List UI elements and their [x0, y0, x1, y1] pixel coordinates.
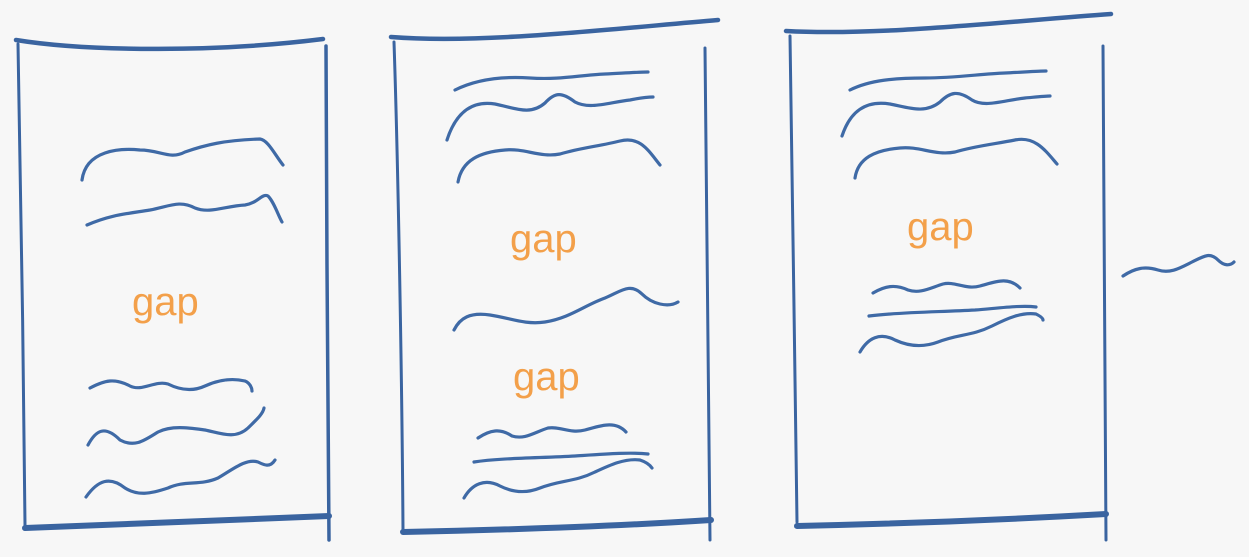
page-frame-2-right — [703, 46, 712, 542]
text-line-scribble — [858, 312, 1045, 354]
text-line-scribble — [840, 91, 1052, 138]
page-frame-1-right — [324, 44, 331, 542]
page-sketch-2: gap gap — [388, 17, 721, 542]
page-frame-3 — [783, 11, 1114, 35]
text-line-scribble — [472, 451, 650, 464]
text-line-scribble — [86, 406, 266, 447]
gap-label: gap — [907, 205, 974, 249]
page-sketch-3: gap — [783, 11, 1114, 542]
page-frame-1-left — [16, 42, 27, 527]
page-frame-2 — [388, 17, 721, 42]
gap-label: gap — [132, 280, 199, 324]
text-line-scribble — [85, 193, 284, 227]
text-line-scribble — [445, 93, 655, 142]
text-line-scribble — [867, 304, 1038, 318]
page-sketch-1: gap — [13, 36, 332, 542]
page-frame-3-left — [788, 34, 799, 524]
page-frame-2-left — [392, 40, 405, 532]
text-line-scribble — [853, 137, 1059, 180]
text-line-scribble — [848, 69, 1048, 92]
text-line-scribble — [871, 279, 1022, 295]
text-line-scribble — [84, 458, 277, 499]
page-frame-3-bottom — [794, 511, 1109, 529]
page-frame-1 — [13, 36, 326, 52]
text-line-scribble — [80, 137, 285, 182]
page-frame-3-right — [1101, 44, 1108, 542]
page-frame-2-bottom — [400, 517, 714, 535]
text-line-scribble — [88, 378, 254, 393]
text-line-scribble — [462, 458, 654, 500]
page-frame-1-bottom — [22, 513, 332, 531]
text-line-scribble — [452, 286, 680, 332]
text-line-scribble — [456, 138, 662, 184]
text-line-scribble — [453, 70, 650, 92]
stray-scribble — [1121, 253, 1236, 278]
text-line-scribble — [476, 423, 628, 440]
gap-label: gap — [510, 217, 577, 261]
gap-label: gap — [513, 355, 580, 399]
